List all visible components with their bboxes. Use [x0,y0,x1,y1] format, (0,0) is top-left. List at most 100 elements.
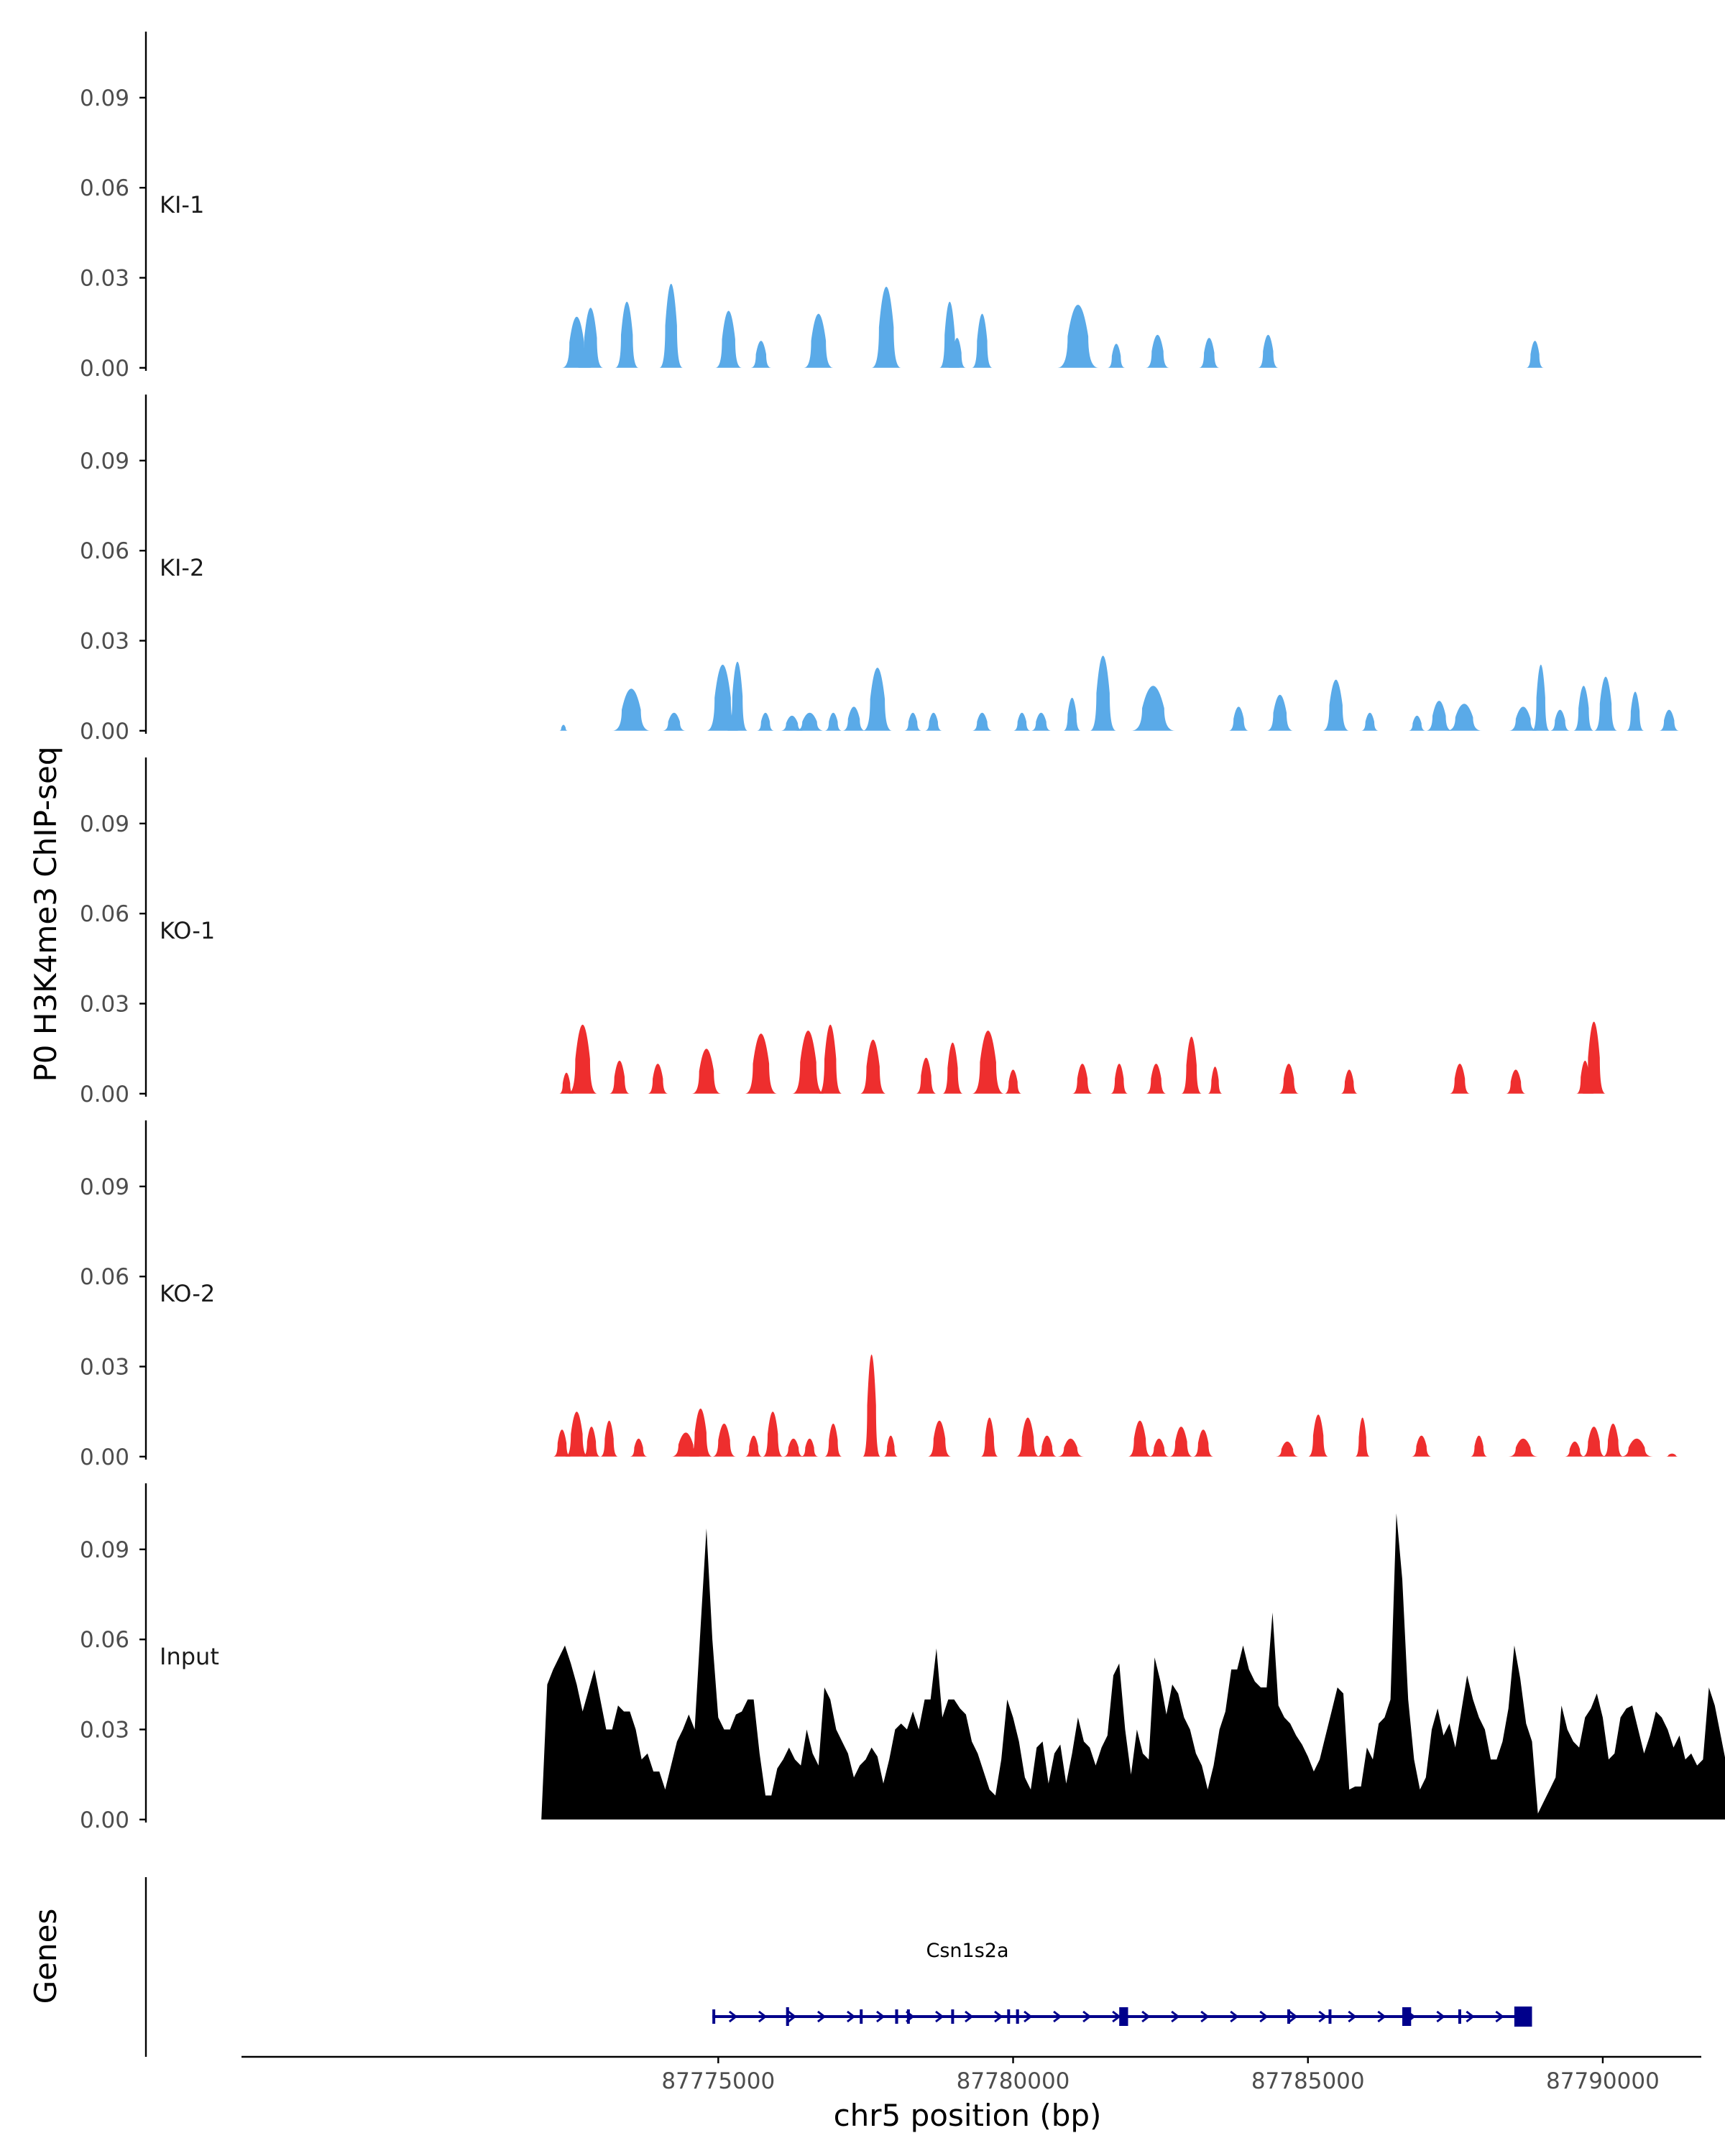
plot-area: 0.00 0.03 0.06 0.09 KI-1 0.00 0.03 0.06 0.09 KI-2… [80,32,1725,2094]
strand-arrow [1112,2010,1121,2023]
x-tick-label: 87775000 [661,2068,775,2094]
signal-peak [824,712,842,731]
signal-peak [615,301,639,368]
signal-peak [862,668,893,731]
strand-arrow [1082,2010,1092,2023]
signal-peak [1181,1036,1202,1094]
signal-area [541,1513,1725,1820]
y-tick-label: 0.06 [80,1264,129,1290]
signal-peak [1131,686,1176,731]
gene-exon [786,2007,789,2026]
signal-peak [1508,1438,1538,1457]
signal-peak [1411,1435,1432,1457]
strand-arrow [965,2010,974,2023]
signal-peak [1063,697,1081,731]
strand-arrow [1024,2010,1033,2023]
signal-peak [791,1031,824,1094]
signal-peak [783,1438,804,1457]
strand-arrow [1466,2010,1475,2023]
signal-peak [647,1064,668,1094]
signal-peak [927,1420,952,1457]
signal-peak [1107,344,1126,368]
x-axis: 87775000 87780000 87785000 87790000 [242,2055,1701,2094]
signal-peak [745,1435,763,1457]
signal-peak [1057,305,1099,368]
signal-peak [1446,704,1482,731]
strand-arrow [876,2010,886,2023]
gene-exon [712,2009,716,2024]
signal-peak [916,1057,937,1094]
strand-arrow [1377,2010,1386,2023]
signal-peak [948,338,966,368]
signal-peak [1573,686,1594,731]
track-ko-1: 0.00 0.03 0.06 0.09 KO-1 [80,757,1606,1107]
y-tick-label: 0.03 [80,992,129,1018]
signal-peak [1355,1417,1370,1457]
signal-peak [1208,1067,1223,1094]
strand-arrow [758,2010,768,2023]
signal-peak [824,1423,842,1457]
signal-peak [1322,679,1350,731]
signal-peak [1658,709,1680,731]
signal-peak [1146,334,1169,368]
signal-peak [1532,664,1550,731]
strand-arrow [994,2010,1003,2023]
strand-arrow [1141,2010,1151,2023]
signal-peak [942,1042,963,1094]
signal-peak [565,1411,589,1457]
strand-arrow [816,2010,827,2023]
strand-arrow [1436,2010,1445,2023]
signal-peak [1149,1438,1169,1457]
signal-peak [750,341,772,368]
gene-exon [1016,2009,1019,2024]
signal-peak [691,1049,722,1094]
x-axis-title: chr5 position (bp) [834,2098,1102,2133]
signal-peak [1146,1064,1167,1094]
y-tick-label: 0.03 [80,1718,129,1743]
gene-exon [1328,2009,1332,2024]
signal-peak [1199,338,1220,368]
strand-arrow [1171,2010,1180,2023]
signal-peak [1072,1064,1093,1094]
signal-peak [1564,1441,1586,1457]
signal-peak [972,313,993,368]
signal-peak [1620,1438,1653,1457]
signal-peak [762,1411,783,1457]
signal-peak [1526,341,1544,368]
signal-peak [582,1427,601,1457]
signal-peak [1626,691,1644,731]
track-label: KO-1 [160,917,215,944]
y-axis-title: P0 H3K4me3 ChIP-seq [28,746,63,1082]
signal-peak [1408,715,1426,731]
signal-peak [903,712,922,731]
signal-peak [1036,1435,1058,1457]
signal-peak [1169,1427,1193,1457]
signal-peak [1602,1423,1624,1457]
signal-peak [795,712,824,731]
gene-track [144,1877,1532,2057]
signal-peak [715,310,742,368]
signal-peak [1031,712,1052,731]
signal-peak [1275,1441,1300,1457]
y-tick-label: 0.00 [80,1445,129,1470]
genes-axis-title: Genes [28,1909,63,2004]
gene-exon [860,2009,863,2024]
signal-peak [860,1039,887,1094]
strand-arrow [1289,2010,1298,2023]
signal-peak [842,706,866,731]
signal-peak [1016,1417,1040,1457]
gene-exon [1007,2009,1011,2024]
signal-peak [1258,334,1279,368]
signal-peak [706,664,739,731]
signal-peak [689,1409,713,1457]
track-label: Input [160,1643,219,1670]
signal-peak [756,712,775,731]
y-tick-label: 0.09 [80,1537,129,1563]
gene-exon [895,2009,898,2024]
gene-exon [951,2009,954,2024]
signal-peak [1266,694,1294,731]
signal-peak [980,1417,998,1457]
track-input: 0.00 0.03 0.06 0.09 Input [80,1483,1725,1833]
y-tick-label: 0.00 [80,1082,129,1107]
strand-arrow [1318,2010,1328,2023]
